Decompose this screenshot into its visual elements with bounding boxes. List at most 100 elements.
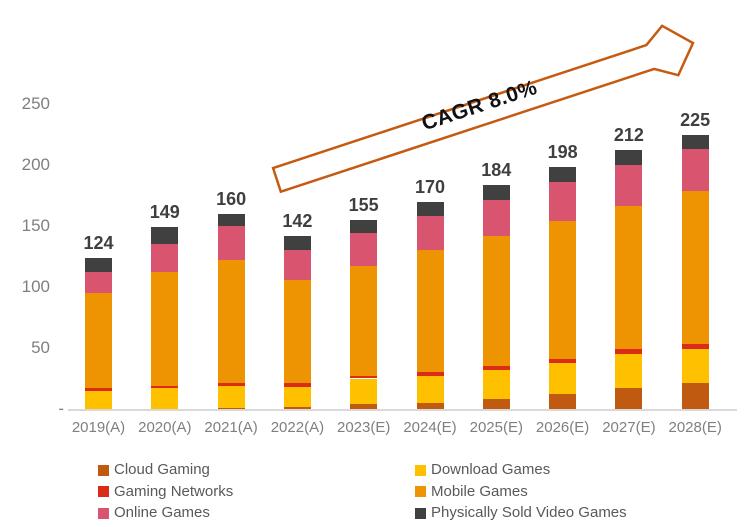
bar-segment-online-games-2019 [85,272,112,294]
legend-label-gaming-networks: Gaming Networks [114,482,234,500]
legend-label-download-games: Download Games [431,461,551,478]
legend-swatch-gaming-networks [98,486,109,498]
bar-segment-gaming-networks-2026 [549,358,577,363]
bar-segment-physically-sold-video-games-2022 [283,235,311,251]
bar-segment-gaming-networks-2024 [416,372,444,377]
bar-segment-gaming-networks-2025 [482,366,510,370]
bar-segment-online-games-2023 [350,233,378,267]
bar-segment-mobile-games-2019 [85,293,112,389]
legend-label-online-games: Online Games [114,504,210,522]
total-label-2028: 225 [680,109,711,130]
bar-segment-online-games-2022 [283,250,311,280]
total-label-2025: 184 [481,159,512,180]
bar-segment-physically-sold-video-games-2025 [482,184,510,201]
bar-segment-download-games-2026 [549,362,577,395]
total-label-2021: 160 [216,188,247,209]
bar-segment-mobile-games-2025 [482,235,510,367]
bar-segment-physically-sold-video-games-2028 [681,134,709,150]
y-tick-200: 200 [21,155,50,174]
bar-segment-download-games-2021 [217,385,245,408]
bar-segment-download-games-2027 [615,354,643,389]
bar-segment-cloud-gaming-2025 [482,399,510,409]
bar-segment-mobile-games-2021 [217,260,245,384]
x-tick-2021: 2021(A) [204,419,258,436]
bar-segment-online-games-2025 [482,200,510,236]
bar-segment-physically-sold-video-games-2019 [85,257,112,273]
bar-segment-online-games-2024 [416,216,444,251]
bar-segment-download-games-2019 [85,390,112,409]
legend-item-download-games: Download Games [415,459,550,481]
bar-segment-physically-sold-video-games-2024 [416,201,444,217]
bar-segment-online-games-2021 [217,226,245,261]
x-tick-2028: 2028(E) [668,419,722,436]
bar-segment-mobile-games-2026 [549,221,577,359]
legend-item-mobile-games: Mobile Games [415,481,528,503]
bar-segment-gaming-networks-2020 [151,385,179,389]
bar-segment-online-games-2028 [681,149,709,191]
total-label-2027: 212 [613,125,644,146]
bar-segment-mobile-games-2028 [681,190,709,345]
total-label-2023: 155 [348,194,379,215]
legend-label-cloud-gaming: Cloud Gaming [114,461,210,478]
bar-segment-online-games-2020 [151,244,179,273]
legend-swatch-download-games [415,464,426,476]
y-tick-150: 150 [21,216,50,235]
bar-segment-mobile-games-2020 [151,272,179,386]
bar-segment-gaming-networks-2027 [615,349,643,355]
bar-segment-download-games-2028 [681,349,709,384]
x-tick-2020: 2020(A) [138,419,192,436]
x-tick-2019: 2019(A) [71,419,126,436]
bar-segment-download-games-2023 [350,378,378,405]
legend-swatch-mobile-games [415,486,426,498]
legend-label-mobile-games: Mobile Games [431,482,528,500]
legend-label-physically-sold-video-games: Physically Sold Video Games [431,504,627,522]
bar-segment-mobile-games-2024 [416,250,444,373]
bar-segment-physically-sold-video-games-2021 [217,213,245,226]
bar-segment-download-games-2024 [416,376,444,403]
bar-segment-gaming-networks-2022 [283,383,311,388]
legend-item-gaming-networks: Gaming Networks [98,481,233,503]
bar-segment-cloud-gaming-2024 [416,402,444,409]
x-tick-2025: 2025(E) [469,419,523,436]
bar-segment-physically-sold-video-games-2027 [615,150,643,165]
bar-segment-cloud-gaming-2026 [549,394,577,409]
bar-segment-download-games-2020 [151,388,179,409]
bar-segment-physically-sold-video-games-2026 [549,167,577,183]
bar-segment-download-games-2025 [482,369,510,400]
y-tick-100: 100 [21,277,50,296]
total-label-2026: 198 [547,142,578,163]
total-label-2019: 124 [83,232,114,253]
y-tick-50: 50 [31,338,50,357]
legend-swatch-cloud-gaming [98,464,109,476]
bar-segment-gaming-networks-2023 [350,376,378,379]
x-tick-2023: 2023(E) [337,419,391,436]
legend-swatch-online-games [98,507,109,519]
x-tick-2024: 2024(E) [403,419,457,436]
bar-segment-cloud-gaming-2027 [615,388,643,409]
x-tick-2026: 2026(E) [535,419,590,436]
bar-segment-online-games-2026 [549,182,577,222]
bar-segment-gaming-networks-2028 [681,344,709,350]
x-tick-2027: 2027(E) [602,419,656,436]
bar-segment-physically-sold-video-games-2023 [350,219,378,234]
legend-item-physically-sold-video-games: Physically Sold Video Games [415,502,627,524]
total-label-2022: 142 [282,210,313,231]
x-tick-2022: 2022(A) [270,419,325,436]
bar-segment-gaming-networks-2019 [85,388,112,391]
bar-segment-cloud-gaming-2028 [681,383,709,409]
x-axis-line [68,409,737,411]
bar-segment-cloud-gaming-2021 [217,407,245,409]
bar-segment-mobile-games-2023 [350,266,378,377]
total-label-2024: 170 [414,176,446,197]
bar-segment-cloud-gaming-2023 [350,404,378,409]
bar-segment-physically-sold-video-games-2020 [151,227,179,245]
bar-segment-mobile-games-2027 [615,206,643,350]
y-tick-250: 250 [21,94,50,113]
bar-segment-gaming-networks-2021 [217,383,245,386]
total-label-2020: 149 [149,202,180,223]
legend-swatch-physically-sold-video-games [415,507,426,519]
legend-item-cloud-gaming: Cloud Gaming [98,459,210,481]
y-tick-0: - [58,399,64,418]
